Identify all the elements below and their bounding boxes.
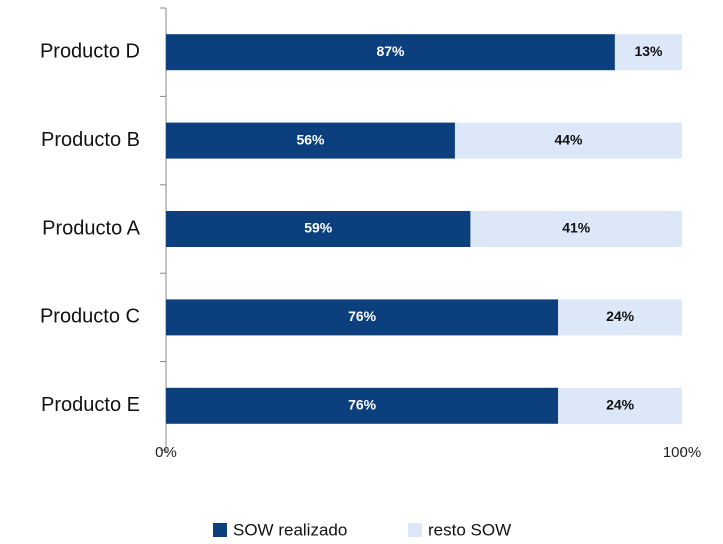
- data-label: 24%: [606, 397, 635, 413]
- bar-segment: [470, 211, 682, 247]
- data-label: 44%: [554, 131, 583, 147]
- x-tick-label: 0%: [155, 444, 177, 461]
- data-label: 87%: [376, 43, 405, 59]
- legend-swatch: [408, 523, 422, 537]
- category-label: Producto E: [41, 394, 140, 416]
- category-label: Producto D: [40, 40, 140, 62]
- data-label: 76%: [348, 397, 377, 413]
- category-label: Producto C: [40, 306, 140, 328]
- data-label: 24%: [606, 308, 635, 324]
- bar-segment: [614, 34, 682, 71]
- bar-segment: [166, 299, 559, 336]
- bar-segment: [166, 34, 615, 71]
- legend-label: resto SOW: [428, 520, 511, 539]
- bar-segment: [558, 299, 682, 336]
- bar-segment: [166, 122, 455, 159]
- data-label: 13%: [634, 43, 663, 59]
- bar-segment: [166, 211, 471, 247]
- bar-segment: [166, 387, 559, 424]
- category-label: Producto B: [41, 129, 140, 151]
- data-label: 76%: [348, 308, 377, 324]
- bar-segment: [558, 387, 682, 424]
- data-label: 59%: [304, 220, 333, 236]
- x-tick-label: 100%: [663, 444, 701, 461]
- category-label: Producto A: [42, 217, 141, 239]
- data-label: 56%: [296, 131, 325, 147]
- data-label: 41%: [562, 220, 591, 236]
- bar-segment: [454, 122, 682, 159]
- legend-label: SOW realizado: [233, 520, 347, 539]
- legend-swatch: [213, 523, 227, 537]
